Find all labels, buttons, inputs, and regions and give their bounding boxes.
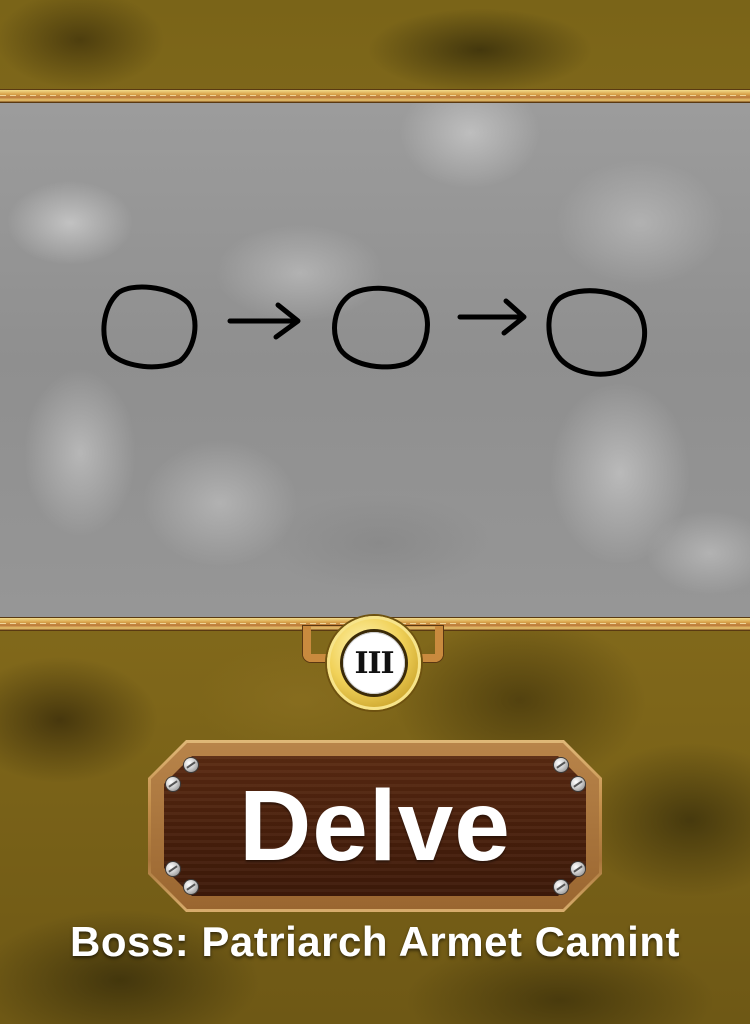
delve-title: Delve <box>239 770 511 882</box>
boss-label: Boss: Patriarch Armet Camint <box>70 918 680 965</box>
delve-button[interactable]: Delve <box>164 756 586 896</box>
route-map-panel <box>0 103 750 617</box>
route-diagram <box>101 284 648 377</box>
rivet-icon <box>554 758 568 772</box>
route-node-3 <box>546 288 648 377</box>
route-arrow-2 <box>457 298 527 336</box>
level-emblem: III <box>327 616 421 710</box>
route-arrow-1 <box>227 302 301 340</box>
rivet-icon <box>166 862 180 876</box>
route-node-2 <box>332 285 430 370</box>
route-node-1 <box>101 284 198 370</box>
rivet-icon <box>184 880 198 894</box>
rivet-icon <box>166 777 180 791</box>
rivet-icon <box>184 758 198 772</box>
rivet-icon <box>554 880 568 894</box>
level-numeral: III <box>343 632 405 694</box>
rivet-icon <box>571 777 585 791</box>
top-gold-rail <box>0 89 750 103</box>
rivet-icon <box>571 862 585 876</box>
